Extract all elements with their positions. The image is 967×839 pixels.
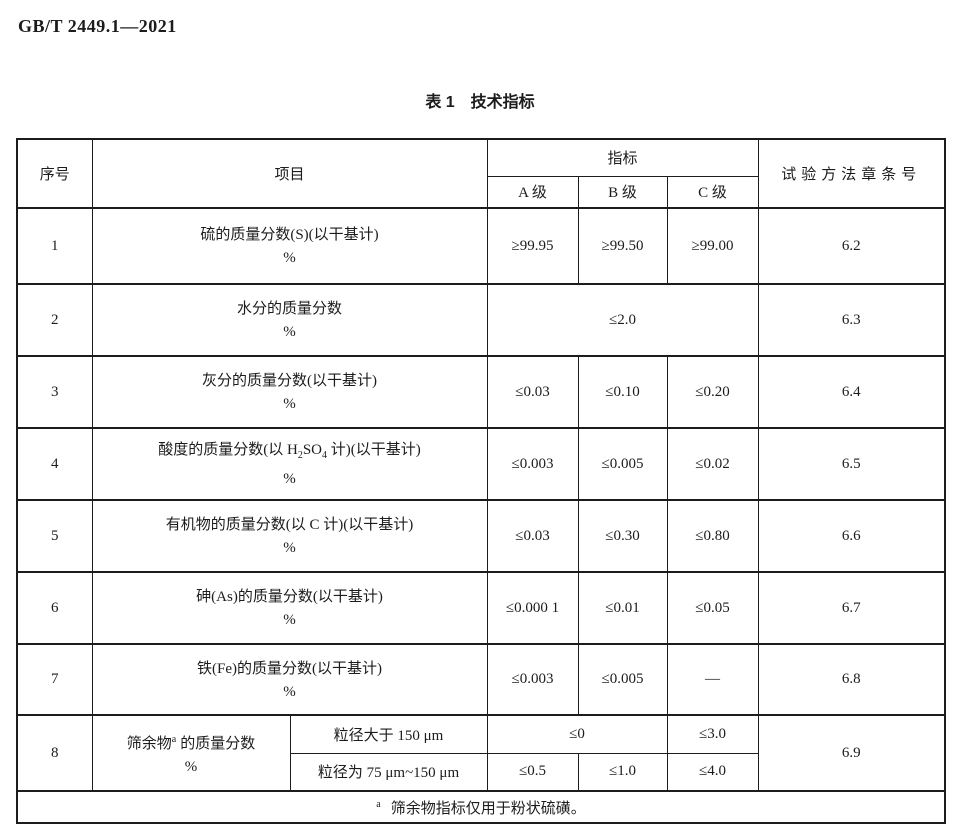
table-row-2: 2 水分的质量分数 % ≤2.0 6.3 (16, 283, 946, 357)
method-cell: 6.9 (757, 714, 946, 792)
item-cell: 水分的质量分数 % (91, 283, 488, 357)
particle-size-cell: 粒径大于 150 μm (289, 714, 488, 754)
method-cell: 6.8 (757, 643, 946, 716)
subscript: 4 (322, 450, 328, 461)
table-row-8b: 粒径为 75 μm~150 μm ≤0.5 ≤1.0 ≤4.0 (17, 752, 945, 792)
item-cell: 铁(Fe)的质量分数(以干基计) % (91, 643, 488, 716)
spec-table: 序号 项目 指标 试验方法章条号 A 级 B 级 C 级 1 硫的质量分数(S)… (16, 138, 947, 824)
grade-c-value: ≤0.02 (666, 427, 759, 501)
item-cell: 砷(As)的质量分数(以干基计) % (91, 571, 488, 645)
method-cell: 6.4 (757, 355, 946, 429)
method-cell: 6.7 (757, 571, 946, 645)
method-cell: 6.5 (757, 427, 946, 501)
header-method: 试验方法章条号 (757, 138, 946, 209)
item-cell: 硫的质量分数(S)(以干基计) % (91, 207, 488, 285)
grade-a-value: ≤0.000 1 (486, 571, 579, 645)
header-indicator: 指标 (486, 138, 759, 177)
grade-b-value: ≤0.30 (577, 499, 668, 573)
table-row-4: 4 酸度的质量分数(以 H2SO4 计)(以干基计) % ≤0.003 ≤0.0… (16, 427, 946, 501)
header-grade-c: C 级 (666, 175, 759, 209)
method-cell: 6.6 (757, 499, 946, 573)
header-serial: 序号 (16, 138, 93, 209)
item-text: 灰分的质量分数(以干基计) (202, 373, 377, 389)
grade-b-value: ≥99.50 (577, 207, 668, 285)
item-unit: % (184, 759, 198, 775)
grade-c-value: ≤0.20 (666, 355, 759, 429)
grade-c-value: — (666, 643, 759, 716)
header-grade-a: A 级 (486, 175, 579, 209)
table-row-1: 1 硫的质量分数(S)(以干基计) % ≥99.95 ≥99.50 ≥99.00… (16, 207, 946, 285)
grade-ab-value: ≤0 (486, 714, 668, 754)
table-row-7: 7 铁(Fe)的质量分数(以干基计) % ≤0.003 ≤0.005 — 6.8 (16, 643, 946, 716)
item-cell: 筛余物a 的质量分数 % (91, 714, 291, 792)
item-unit: % (283, 683, 296, 700)
method-cell: 6.3 (757, 283, 946, 357)
grade-a-value: ≤0.03 (486, 355, 579, 429)
item-unit: % (283, 250, 296, 266)
grade-b-value: ≤0.01 (577, 571, 668, 645)
footnote-ref: a (171, 734, 177, 745)
grade-a-value: ≤0.003 (486, 643, 579, 716)
table-caption: 表 1 技术指标 (425, 94, 535, 111)
item-text: 硫的质量分数(S)(以干基计) (200, 227, 379, 243)
table-header-row: 序号 项目 指标 试验方法章条号 (16, 138, 946, 209)
method-cell: 6.2 (757, 207, 946, 285)
footnote: a 筛余物指标仅用于粉状硫磺。 (16, 790, 946, 824)
grade-b-value: ≤0.10 (577, 355, 668, 429)
grade-c-value: ≤3.0 (666, 714, 759, 754)
footnote-row: a 筛余物指标仅用于粉状硫磺。 (16, 790, 946, 824)
item-text: 酸度的质量分数(以 H2SO4 计)(以干基计) (158, 442, 421, 461)
table-header-grades-row: A 级 B 级 C 级 (17, 175, 945, 209)
header-item: 项目 (91, 138, 488, 209)
item-unit: % (283, 396, 296, 412)
item-text: 有机物的质量分数(以 C 计)(以干基计) (165, 517, 414, 533)
grade-a-value: ≤0.03 (486, 499, 579, 573)
serial-cell: 5 (16, 499, 93, 573)
particle-size-cell: 粒径为 75 μm~150 μm (289, 752, 488, 792)
serial-cell: 7 (16, 643, 93, 716)
grade-abc-value: ≤2.0 (486, 283, 759, 357)
grade-c-value: ≥99.00 (666, 207, 759, 285)
footnote-marker: a (376, 798, 381, 810)
grade-c-value: ≤4.0 (666, 752, 759, 792)
table-row-3: 3 灰分的质量分数(以干基计) % ≤0.03 ≤0.10 ≤0.20 6.4 (16, 355, 946, 429)
footnote-text: 筛余物指标仅用于粉状硫磺。 (390, 800, 586, 817)
grade-a-value: ≤0.003 (486, 427, 579, 501)
serial-cell: 4 (16, 427, 93, 501)
subscript: 2 (297, 450, 303, 461)
item-cell: 酸度的质量分数(以 H2SO4 计)(以干基计) % (91, 427, 488, 501)
serial-cell: 3 (16, 355, 93, 429)
table-row-6: 6 砷(As)的质量分数(以干基计) % ≤0.000 1 ≤0.01 ≤0.0… (16, 571, 946, 645)
item-cell: 有机物的质量分数(以 C 计)(以干基计) % (91, 499, 488, 573)
serial-cell: 2 (16, 283, 93, 357)
item-text: 水分的质量分数 (237, 301, 343, 317)
item-unit: % (283, 540, 296, 556)
item-cell: 灰分的质量分数(以干基计) % (91, 355, 488, 429)
grade-b-value: ≤0.005 (577, 427, 668, 501)
item-unit: % (283, 471, 296, 487)
grade-c-value: ≤0.80 (666, 499, 759, 573)
item-text: 铁(Fe)的质量分数(以干基计) (197, 660, 382, 677)
item-text: 筛余物a 的质量分数 (126, 734, 256, 752)
grade-b-value: ≤0.005 (577, 643, 668, 716)
header-grade-b: B 级 (577, 175, 668, 209)
grade-a-value: ≥99.95 (486, 207, 579, 285)
doc-number: GB/T 2449.1—2021 (18, 16, 177, 36)
item-text: 砷(As)的质量分数(以干基计) (196, 589, 383, 605)
item-unit: % (283, 612, 296, 628)
grade-c-value: ≤0.05 (666, 571, 759, 645)
table-row-8a: 8 筛余物a 的质量分数 % 粒径大于 150 μm ≤0 ≤3.0 6.9 (16, 714, 946, 792)
table-row-5: 5 有机物的质量分数(以 C 计)(以干基计) % ≤0.03 ≤0.30 ≤0… (16, 499, 946, 573)
serial-cell: 8 (16, 714, 93, 792)
serial-cell: 1 (16, 207, 93, 285)
grade-b-value: ≤1.0 (577, 752, 668, 792)
item-unit: % (283, 324, 296, 340)
serial-cell: 6 (16, 571, 93, 645)
grade-a-value: ≤0.5 (486, 752, 579, 792)
